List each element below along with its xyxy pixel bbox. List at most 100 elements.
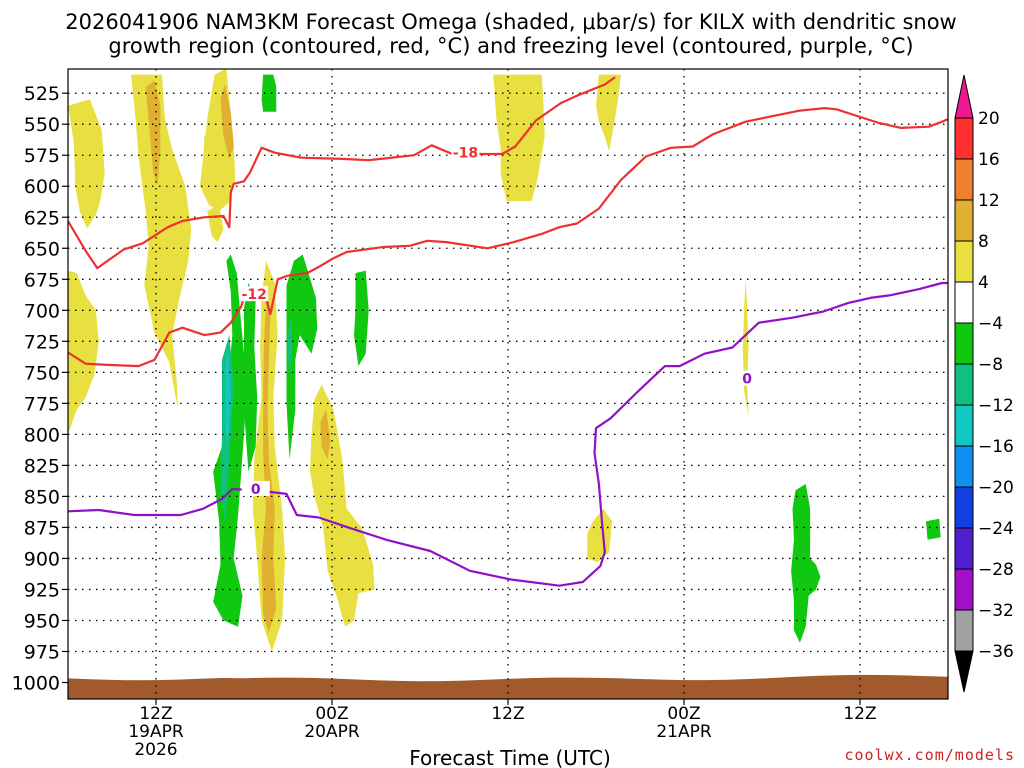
y-tick-label: 525 xyxy=(24,83,60,105)
dgz-label-bg xyxy=(240,286,269,302)
colorbar-label: −12 xyxy=(978,396,1014,416)
y-tick-label: 975 xyxy=(24,641,60,663)
freezing-label-bg xyxy=(733,370,762,386)
freezing-contour-label: 0 xyxy=(742,372,752,388)
x-tick-label: 00Z xyxy=(667,704,700,724)
dgz-label-bg xyxy=(451,144,480,160)
x-axis-label: Forecast Time (UTC) xyxy=(409,746,611,768)
x-tick-label: 12Z xyxy=(139,704,172,724)
ground-layer xyxy=(68,674,948,699)
colorbar-label: −4 xyxy=(978,314,1003,334)
colorbar-label: 12 xyxy=(978,191,1000,211)
omega-region xyxy=(288,316,293,373)
colorbar-label: −20 xyxy=(978,478,1014,498)
y-tick-label: 800 xyxy=(24,424,60,446)
colorbar-label: 8 xyxy=(978,232,989,252)
plot-area: -18 -12 0 0 xyxy=(68,69,948,699)
y-tick-label: 600 xyxy=(24,176,60,198)
dgz-contour-line xyxy=(68,76,616,270)
omega-region xyxy=(310,384,375,627)
x-tick-date: 21APR xyxy=(656,722,712,742)
omega-region xyxy=(791,484,821,643)
colorbar-label: −24 xyxy=(978,519,1014,539)
omega-shading xyxy=(68,69,941,652)
omega-region xyxy=(320,409,331,460)
y-tick-label: 775 xyxy=(24,393,60,415)
omega-region xyxy=(587,508,613,563)
colorbar-label: 20 xyxy=(978,109,1000,129)
chart-title-line2: growth region (contoured, red, °C) and f… xyxy=(108,34,913,58)
watermark: coolwx.com/models xyxy=(844,746,1015,764)
colorbar-box xyxy=(954,240,974,283)
omega-region xyxy=(493,74,545,202)
grid-lines xyxy=(68,69,948,699)
colorbar: 20 16 12 8 4 −4 −8 −12 −16 −20 −24 −28 −32 −36 xyxy=(954,74,1014,693)
y-tick-label: 625 xyxy=(24,207,60,229)
x-tick-date: 19APR xyxy=(128,722,184,742)
x-tick-label: 12Z xyxy=(491,704,524,724)
colorbar-box xyxy=(954,568,974,611)
colorbar-label: −28 xyxy=(978,560,1014,580)
y-tick-label: 925 xyxy=(24,579,60,601)
y-tick-label: 725 xyxy=(24,331,60,353)
colorbar-label: 16 xyxy=(978,150,1000,170)
colorbar-box xyxy=(954,609,974,652)
omega-region xyxy=(207,204,224,243)
omega-region xyxy=(68,99,105,229)
omega-region xyxy=(354,270,369,367)
omega-region xyxy=(926,518,941,540)
colorbar-box xyxy=(954,527,974,570)
colorbar-box xyxy=(954,199,974,242)
freezing-contour-label: 0 xyxy=(251,482,261,498)
freezing-contour-line xyxy=(68,281,948,587)
colorbar-label: 4 xyxy=(978,273,989,293)
colorbar-box xyxy=(954,486,974,529)
y-tick-label: 750 xyxy=(24,362,60,384)
omega-region xyxy=(742,279,749,416)
axes: 525 550 575 600 625 650 675 700 725 750 775 800 825 8… xyxy=(12,83,877,760)
omega-region xyxy=(68,270,99,435)
y-tick-label: 550 xyxy=(24,114,60,136)
omega-region xyxy=(202,80,224,174)
omega-region xyxy=(220,84,234,159)
ground-surface xyxy=(68,674,948,699)
dgz-contour-label: -18 xyxy=(453,146,478,162)
y-tick-label: 675 xyxy=(24,269,60,291)
dgz-contour-label: -12 xyxy=(242,287,267,303)
y-tick-label: 850 xyxy=(24,486,60,508)
y-tick-label: 1000 xyxy=(12,672,60,694)
colorbar-box xyxy=(954,281,974,324)
colorbar-label: −32 xyxy=(978,601,1014,621)
colorbar-box xyxy=(954,158,974,201)
colorbar-box xyxy=(954,363,974,406)
x-tick-year: 2026 xyxy=(134,740,177,760)
y-tick-label: 700 xyxy=(24,300,60,322)
colorbar-top-arrow xyxy=(954,74,974,119)
y-tick-label: 650 xyxy=(24,238,60,260)
omega-region xyxy=(244,283,258,472)
colorbar-box xyxy=(954,445,974,488)
freezing-label-bg xyxy=(241,480,270,496)
y-tick-label: 900 xyxy=(24,548,60,570)
y-tick-label: 825 xyxy=(24,455,60,477)
omega-region xyxy=(252,260,286,652)
y-tick-label: 875 xyxy=(24,517,60,539)
y-tick-label: 575 xyxy=(24,145,60,167)
x-tick-label: 12Z xyxy=(843,704,876,724)
omega-region xyxy=(286,254,318,460)
omega-region xyxy=(261,74,277,112)
colorbar-box xyxy=(954,117,974,160)
dgz-contour-line xyxy=(68,107,948,368)
colorbar-box xyxy=(954,404,974,447)
colorbar-bottom-arrow xyxy=(954,650,974,693)
colorbar-label: −36 xyxy=(978,642,1014,662)
colorbar-box xyxy=(954,322,974,365)
contour-lines: -18 -12 0 0 xyxy=(68,76,948,587)
colorbar-label: −8 xyxy=(978,355,1003,375)
omega-region xyxy=(145,80,161,187)
x-tick-label: 00Z xyxy=(315,704,348,724)
colorbar-label: −16 xyxy=(978,437,1014,457)
y-tick-label: 950 xyxy=(24,610,60,632)
omega-region xyxy=(131,74,192,410)
